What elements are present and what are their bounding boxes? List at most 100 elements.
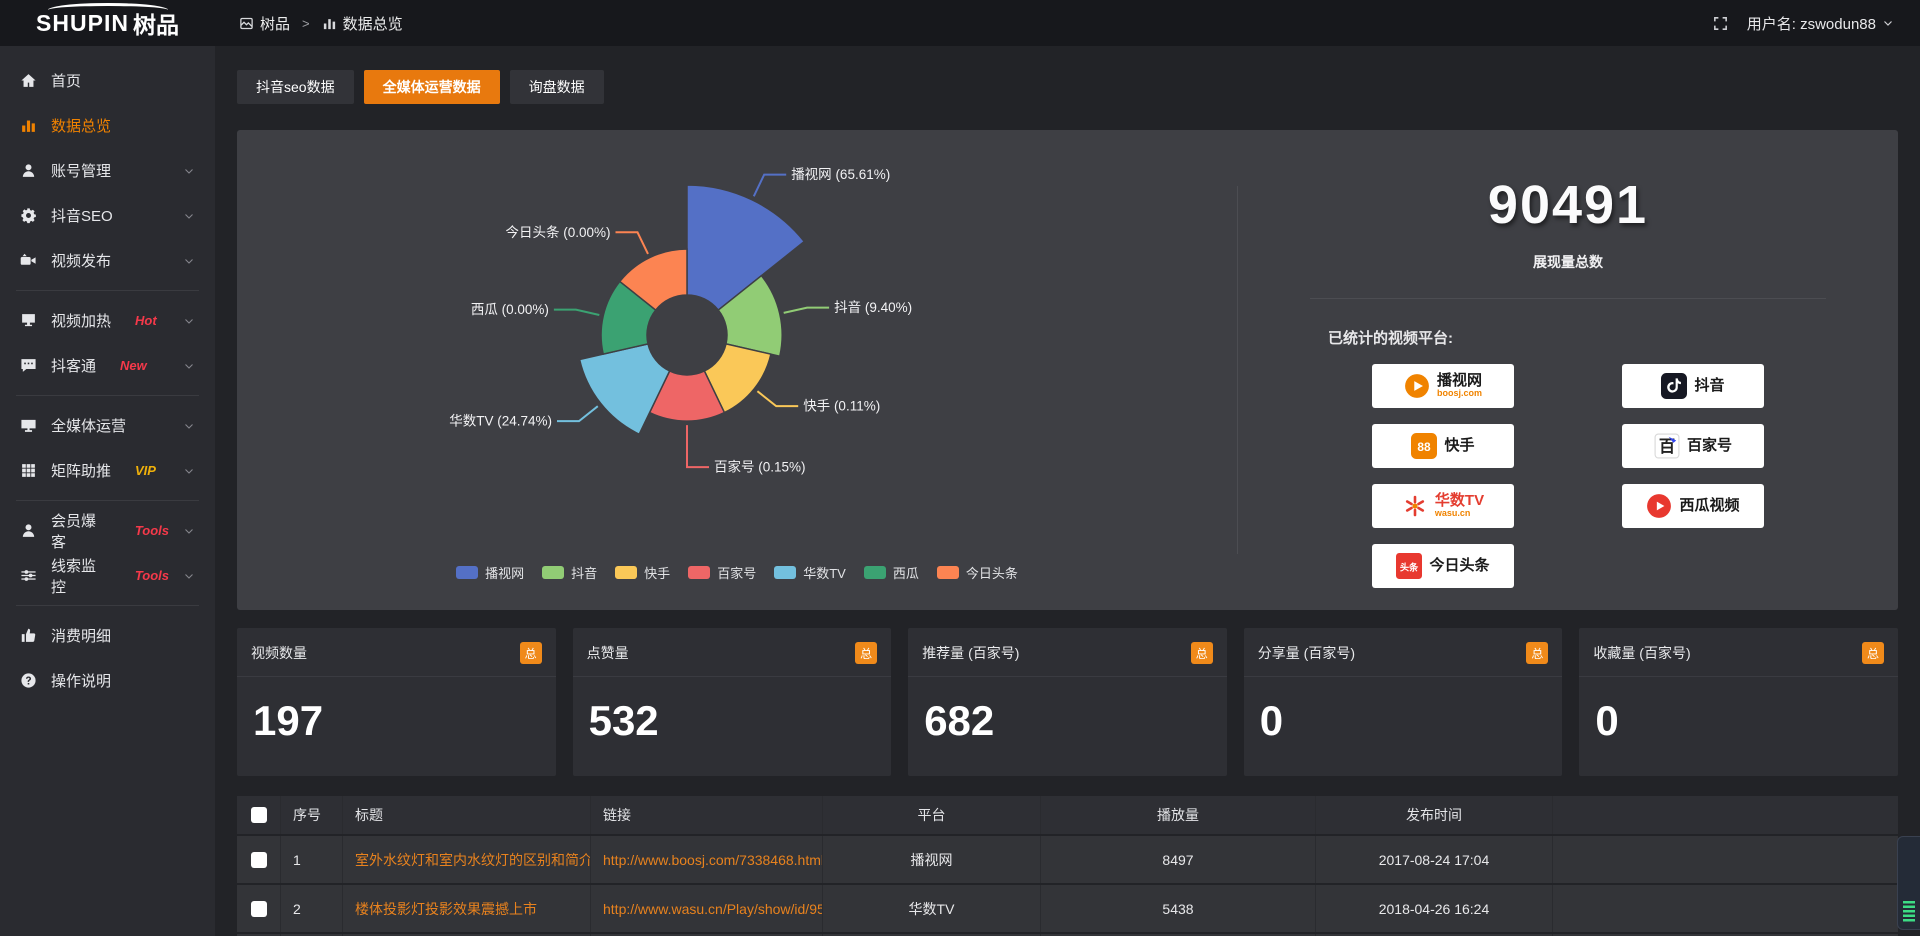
sidebar-item-member-burst[interactable]: 会员爆客 Tools — [0, 508, 215, 553]
stat-card-value: 197 — [253, 697, 324, 744]
total-badge: 总 — [855, 642, 878, 664]
pie-slice-toutiao[interactable] — [618, 248, 688, 312]
pie-label-line — [557, 405, 599, 423]
home-icon — [20, 72, 37, 89]
data-tabs: 抖音seo数据 全媒体运营数据 询盘数据 — [237, 70, 1898, 104]
sidebar-item-account-manage[interactable]: 账号管理 — [0, 148, 215, 193]
row-checkbox[interactable] — [250, 851, 267, 868]
sidebar-item-douketong[interactable]: 抖客通 New — [0, 343, 215, 388]
sidebar-item-label: 全媒体运营 — [51, 418, 127, 435]
sidebar-item-label: 消费明细 — [51, 628, 112, 645]
breadcrumb-label: 数据总览 — [342, 15, 403, 33]
row-checkbox[interactable] — [250, 900, 267, 917]
pie-slice-huashutv[interactable] — [578, 343, 671, 436]
legend-label: 快手 — [644, 566, 671, 581]
legend-item-boshiwang[interactable]: 播视网 — [456, 563, 524, 582]
sidebar-item-label: 矩阵助推 — [51, 463, 112, 480]
total-badge: 总 — [519, 642, 542, 664]
floating-service-widget[interactable] — [1897, 836, 1920, 930]
pie-slice-boshiwang[interactable] — [686, 184, 806, 312]
breadcrumb-item-home[interactable]: 树品 — [239, 13, 290, 34]
tab-inquiry-data[interactable]: 询盘数据 — [509, 70, 604, 104]
topbar-right: 用户名: zswodun88 — [1712, 13, 1894, 34]
video-title-link[interactable]: 室外水纹灯和室内水纹灯的区别和简介 — [343, 836, 591, 883]
table-cell-empty — [823, 934, 1041, 936]
stat-card-label: 推荐量 (百家号) — [922, 645, 1020, 661]
toutiao-logo-icon: 头条 — [1396, 553, 1423, 579]
total-impressions-label: 展现量总数 — [1533, 254, 1603, 270]
table-cell-empty — [1553, 885, 1898, 932]
legend-item-kuaishou[interactable]: 快手 — [615, 563, 670, 582]
platform-domain: wasu.cn — [1434, 508, 1471, 519]
sidebar-item-video-heat[interactable]: 视频加热 Hot — [0, 298, 215, 343]
stat-card-header: 分享量 (百家号) 总 — [1244, 628, 1563, 676]
video-url-link[interactable]: http://www.wasu.cn/Play/show/id/952... — [591, 885, 823, 932]
pie-label: 播视网 (65.61%) — [791, 167, 890, 182]
stat-card-header: 点赞量 总 — [573, 628, 892, 676]
user-menu[interactable]: 用户名: zswodun88 — [1747, 13, 1894, 34]
sidebar-item-operation-guide[interactable]: 操作说明 — [0, 658, 215, 703]
legend-item-douyin[interactable]: 抖音 — [542, 563, 597, 582]
select-all-checkbox[interactable] — [250, 807, 267, 823]
pie-label-line — [686, 425, 709, 469]
table-cell-checkbox — [237, 836, 281, 883]
chart-legend: 播视网 抖音 快手 百家号 华数TV 西瓜 今日头条 — [237, 563, 1237, 582]
sidebar-item-media-ops[interactable]: 全媒体运营 — [0, 403, 215, 448]
chevron-down-icon — [183, 360, 195, 372]
platform-name: 西瓜视频 — [1679, 497, 1740, 515]
sidebar-item-home[interactable]: 首页 — [0, 58, 215, 103]
table-cell-empty — [1553, 836, 1898, 883]
table-header-row: 序号 标题 链接 平台 播放量 发布时间 — [237, 796, 1898, 836]
total-badge: 总 — [1526, 642, 1549, 664]
table-row: 2 楼体投影灯投影效果震撼上市 http://www.wasu.cn/Play/sh… — [237, 885, 1898, 934]
table-header-cell — [1553, 796, 1898, 834]
monitor-icon — [20, 417, 37, 434]
sidebar-item-label: 账号管理 — [51, 163, 112, 180]
gear-icon — [20, 207, 37, 224]
pie-label-line — [615, 231, 649, 255]
legend-item-xigua[interactable]: 西瓜 — [863, 563, 919, 582]
legend-label: 抖音 — [571, 566, 598, 581]
breadcrumb-item-current[interactable]: 数据总览 — [322, 13, 403, 34]
table-cell-time: 2018-04-26 16:24 — [1316, 885, 1553, 932]
platform-badge-boosj: 播视网 boosj.com — [1372, 364, 1514, 408]
pie-slice-douyin[interactable] — [717, 274, 783, 358]
app-logo: SHUPIN 树品 — [0, 0, 215, 46]
legend-swatch — [688, 566, 711, 579]
stat-card-header: 视频数量 总 — [237, 628, 556, 676]
legend-item-huashutv[interactable]: 华数TV — [774, 563, 846, 582]
legend-label: 西瓜 — [892, 566, 919, 581]
sidebar-item-matrix-boost[interactable]: 矩阵助推 VIP — [0, 448, 215, 493]
sidebar-divider — [16, 395, 199, 396]
sidebar-item-label: 抖客通 — [51, 358, 97, 375]
table-cell-empty — [281, 934, 343, 936]
sidebar-item-data-overview[interactable]: 数据总览 — [0, 103, 215, 148]
total-impressions-value: 90491 — [1487, 175, 1649, 235]
sidebar-item-consume-detail[interactable]: 消费明细 — [0, 613, 215, 658]
topbar: SHUPIN 树品 树品 > 数据总览 用户名: zswodun88 — [0, 0, 1920, 46]
tab-media-ops-data[interactable]: 全媒体运营数据 — [363, 70, 500, 104]
sliders-icon — [20, 567, 37, 584]
video-url-link[interactable]: http://www.boosj.com/7338468.html — [591, 836, 823, 883]
baijiahao-logo-icon: 百 — [1654, 433, 1680, 459]
sidebar-item-clue-monitor[interactable]: 线索监控 Tools — [0, 553, 215, 598]
pie-label: 华数TV (24.74%) — [449, 414, 552, 429]
table-header-cell: 发布时间 — [1316, 796, 1553, 834]
stat-card-label: 视频数量 — [251, 645, 307, 661]
summary-divider — [1310, 298, 1826, 299]
video-title-link[interactable]: 楼体投影灯投影效果震撼上市 — [343, 885, 591, 932]
platform-badge-text: 播视网 boosj.com — [1437, 373, 1482, 398]
legend-item-toutiao[interactable]: 今日头条 — [936, 563, 1018, 582]
sidebar-item-douyin-seo[interactable]: 抖音SEO — [0, 193, 215, 238]
sidebar-divider — [16, 605, 199, 606]
legend-item-baijiahao[interactable]: 百家号 — [688, 563, 756, 582]
fullscreen-icon[interactable] — [1712, 15, 1729, 32]
table-header-cell: 平台 — [823, 796, 1041, 834]
svg-text:百: 百 — [1659, 438, 1675, 456]
platform-badge-wasu: 华数TV wasu.cn — [1372, 484, 1514, 528]
stat-card-divider — [1243, 676, 1563, 677]
stat-card-divider — [237, 676, 556, 677]
sidebar-item-video-publish[interactable]: 视频发布 — [0, 238, 215, 283]
stat-card-label: 分享量 (百家号) — [1257, 645, 1356, 661]
tab-douyin-seo-data[interactable]: 抖音seo数据 — [237, 70, 354, 104]
